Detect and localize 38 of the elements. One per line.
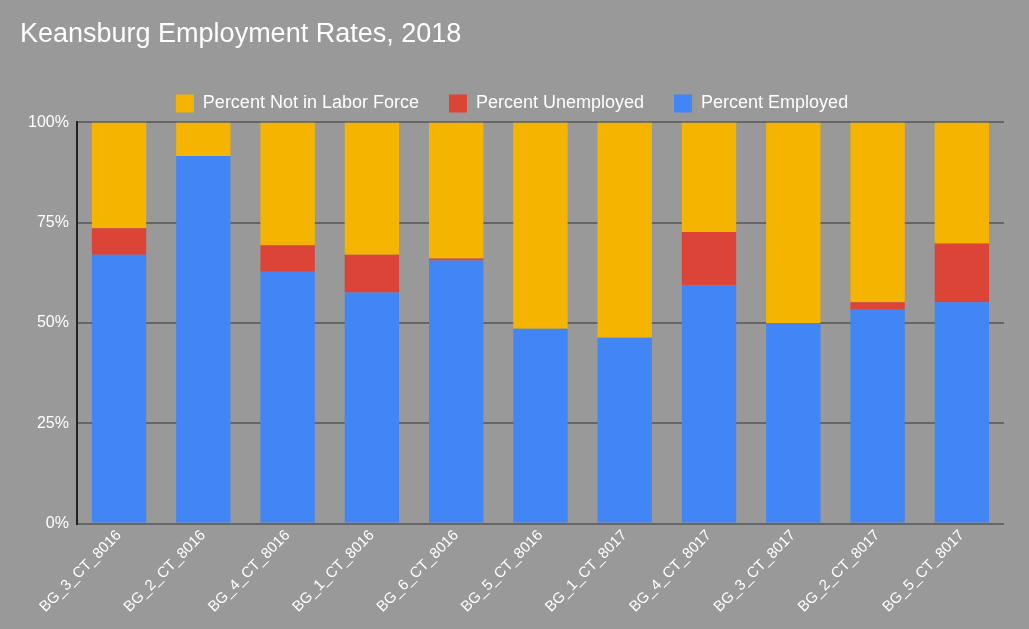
- bar: [597, 122, 652, 338]
- bar: [850, 309, 905, 523]
- y-tick-label: 0%: [45, 514, 69, 532]
- bar: [176, 122, 231, 157]
- bar: [681, 231, 737, 286]
- bar: [91, 122, 147, 229]
- bar: [766, 122, 821, 324]
- legend-label: Percent Not in Labor Force: [202, 92, 419, 113]
- y-tick-label: 75%: [36, 213, 69, 231]
- bar: [934, 243, 990, 303]
- y-tick-label: 100%: [28, 112, 69, 130]
- chart-title: Keansburg Employment Rates, 2018: [20, 17, 462, 48]
- legend-label: Percent Unemployed: [475, 92, 645, 113]
- bar: [429, 258, 484, 261]
- bar: [429, 260, 484, 523]
- bar: [176, 156, 231, 523]
- bar: [934, 302, 990, 523]
- bar: [344, 122, 400, 255]
- bar: [850, 302, 905, 310]
- bar: [260, 122, 315, 246]
- bar: [344, 292, 400, 523]
- y-tick-label: 25%: [36, 413, 69, 431]
- bar: [260, 271, 315, 523]
- legend-label: Percent Employed: [701, 92, 849, 113]
- bar: [513, 328, 568, 523]
- bar: [934, 122, 990, 244]
- bar: [766, 323, 821, 523]
- bar: [597, 337, 652, 523]
- bar: [513, 122, 568, 329]
- bar: [260, 245, 315, 272]
- y-tick-label: 50%: [36, 313, 69, 331]
- bar: [91, 228, 147, 255]
- bar: [850, 122, 905, 303]
- bar: [681, 285, 737, 523]
- bar: [344, 254, 400, 293]
- bar: [681, 122, 737, 232]
- bar: [429, 122, 484, 259]
- bar: [91, 254, 147, 523]
